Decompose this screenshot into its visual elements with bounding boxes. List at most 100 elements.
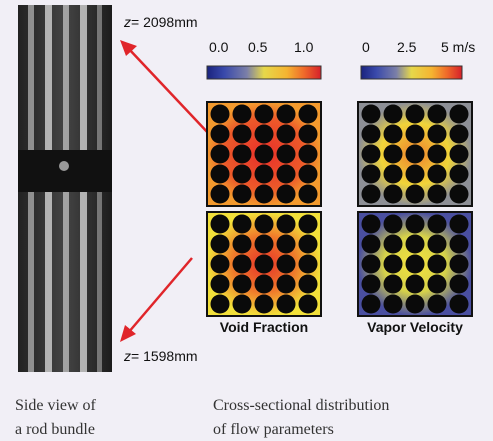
rod <box>406 255 425 274</box>
rod <box>277 145 296 164</box>
rod <box>211 255 230 274</box>
rod <box>233 295 252 314</box>
rod <box>362 235 381 254</box>
caption: Side view of <box>15 397 97 414</box>
rod <box>255 235 274 254</box>
rod <box>384 275 403 294</box>
colorbar-tick: 0.0 <box>209 39 229 55</box>
rod <box>277 235 296 254</box>
rod <box>255 255 274 274</box>
rod <box>255 275 274 294</box>
rod <box>299 295 318 314</box>
rod <box>450 275 469 294</box>
rod <box>211 235 230 254</box>
rod <box>233 125 252 144</box>
rod-photo <box>18 5 112 372</box>
rod <box>384 235 403 254</box>
rod <box>299 105 318 124</box>
rod <box>211 165 230 184</box>
rod <box>362 105 381 124</box>
rod <box>428 185 447 204</box>
rod <box>362 275 381 294</box>
rod <box>277 125 296 144</box>
rod <box>233 185 252 204</box>
colorbar-tick: 1.0 <box>294 39 314 55</box>
rod <box>299 275 318 294</box>
rod <box>233 105 252 124</box>
rod <box>450 165 469 184</box>
rod <box>299 145 318 164</box>
height-label: z= 2098mm <box>123 14 198 30</box>
rod <box>428 275 447 294</box>
rod <box>277 295 296 314</box>
colorbar <box>207 66 321 79</box>
rod <box>277 165 296 184</box>
rod <box>211 145 230 164</box>
colorbar-tick: 5 m/s <box>441 39 475 55</box>
rod <box>428 255 447 274</box>
rod <box>450 235 469 254</box>
caption: a rod bundle <box>15 421 95 438</box>
rod <box>299 235 318 254</box>
rod <box>277 215 296 234</box>
rod <box>299 165 318 184</box>
arrows <box>120 40 210 342</box>
rod <box>255 165 274 184</box>
rod <box>211 125 230 144</box>
rod <box>362 145 381 164</box>
rod <box>255 295 274 314</box>
rod <box>211 215 230 234</box>
rod <box>450 105 469 124</box>
rod <box>450 125 469 144</box>
rod <box>450 255 469 274</box>
rod <box>406 145 425 164</box>
rod <box>362 185 381 204</box>
rod <box>406 295 425 314</box>
rod <box>362 295 381 314</box>
rod <box>384 185 403 204</box>
panel-label: Vapor Velocity <box>367 319 463 335</box>
rod <box>406 165 425 184</box>
rod <box>277 185 296 204</box>
rod <box>277 275 296 294</box>
rod <box>362 165 381 184</box>
rod <box>299 215 318 234</box>
rod <box>211 295 230 314</box>
rod <box>255 105 274 124</box>
colorbar-tick: 2.5 <box>397 39 417 55</box>
rod <box>233 255 252 274</box>
rod <box>384 145 403 164</box>
rod <box>255 215 274 234</box>
rod <box>299 185 318 204</box>
rod <box>428 145 447 164</box>
rod <box>450 185 469 204</box>
rod <box>255 185 274 204</box>
rod <box>233 145 252 164</box>
rod <box>233 235 252 254</box>
caption: Cross-sectional distribution <box>213 397 389 414</box>
height-label: z= 1598mm <box>123 348 198 364</box>
rod <box>428 125 447 144</box>
rod <box>384 125 403 144</box>
rod <box>211 185 230 204</box>
rod <box>255 125 274 144</box>
rod <box>428 105 447 124</box>
rod <box>406 215 425 234</box>
rod <box>362 215 381 234</box>
rod <box>277 255 296 274</box>
figure: z= 2098mm z= 1598mm 0.0 0.5 1.0 0 2.5 5 … <box>0 0 493 441</box>
rod <box>233 215 252 234</box>
rod <box>277 105 296 124</box>
rod <box>211 105 230 124</box>
rod <box>211 275 230 294</box>
rod <box>255 145 274 164</box>
caption: of flow parameters <box>213 421 334 438</box>
rod <box>406 105 425 124</box>
rod <box>428 215 447 234</box>
rod <box>428 235 447 254</box>
rod <box>233 275 252 294</box>
rod <box>450 215 469 234</box>
rod <box>428 295 447 314</box>
panel-label: Void Fraction <box>220 319 308 335</box>
rod <box>362 125 381 144</box>
